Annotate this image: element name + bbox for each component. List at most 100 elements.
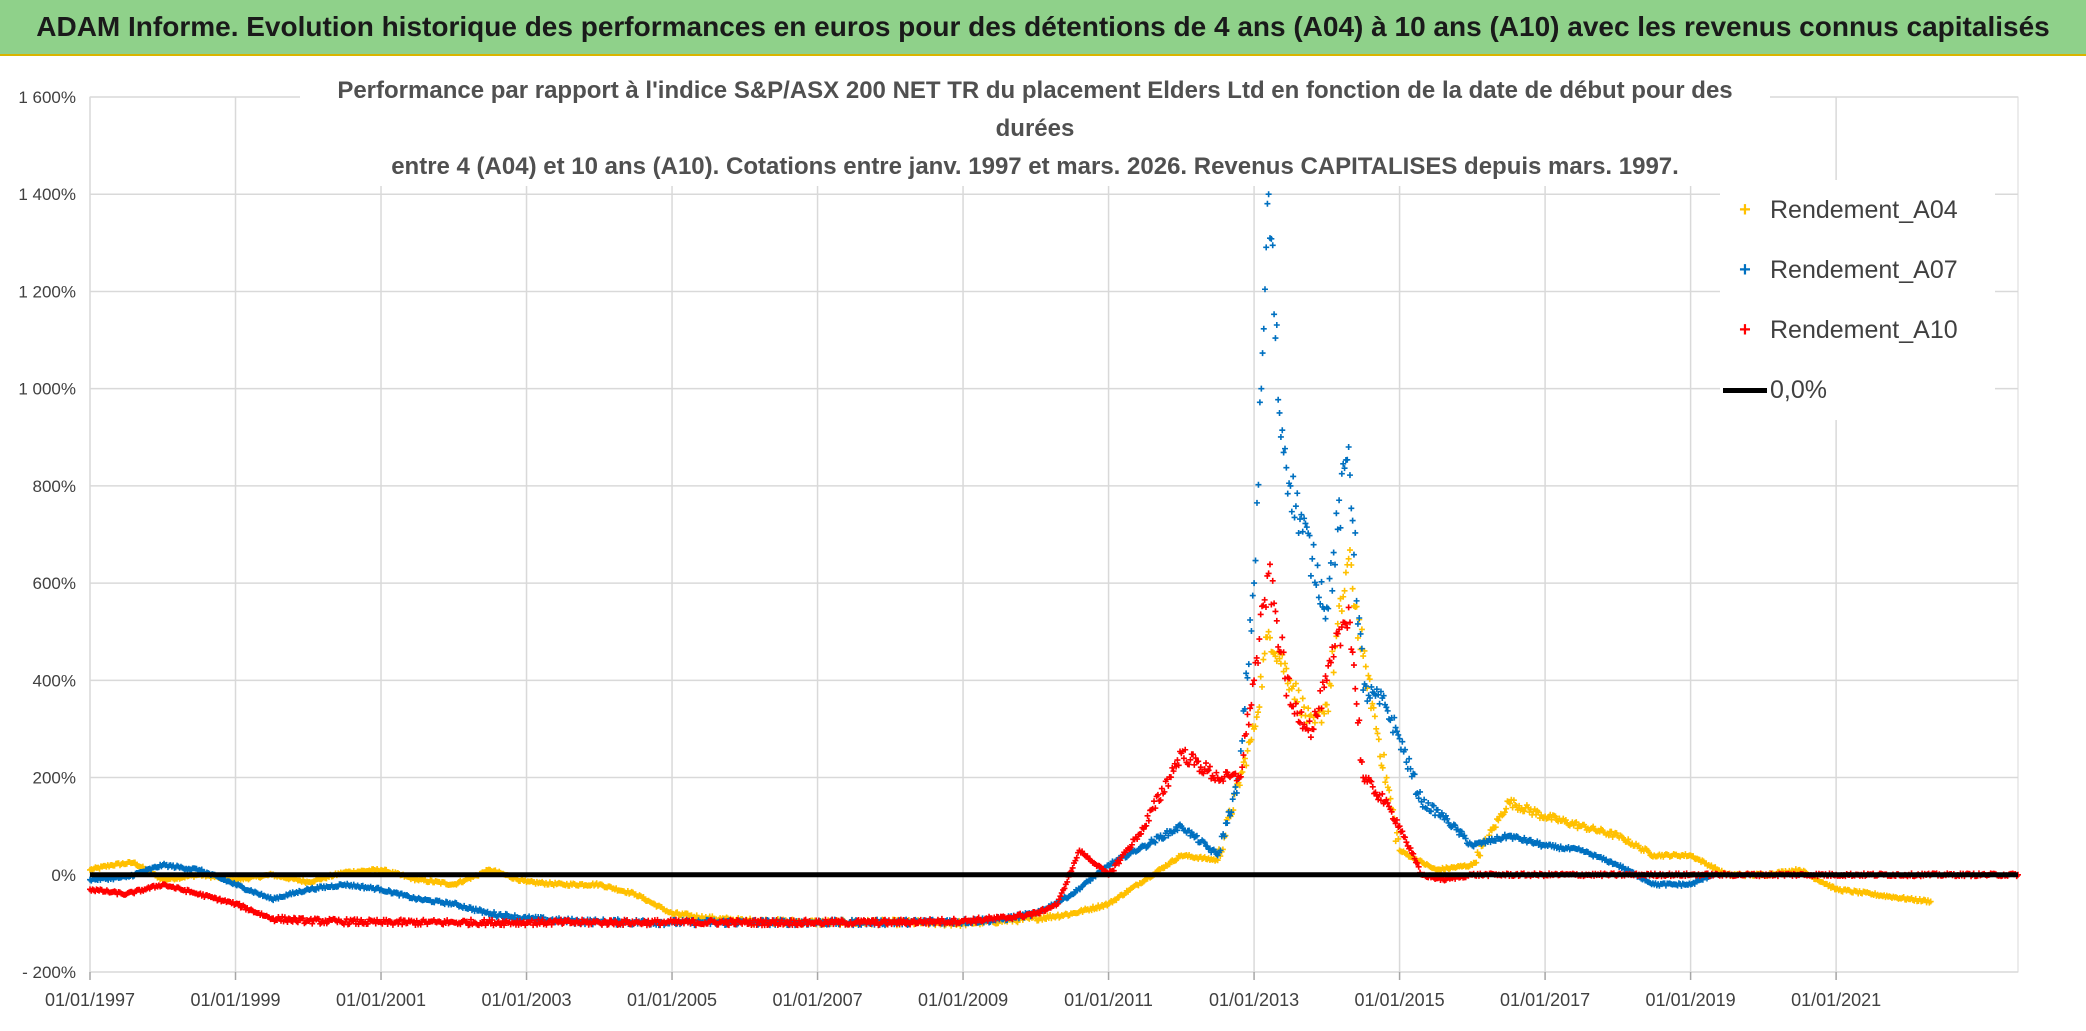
data-point-marker [358,916,365,923]
data-point-marker [1272,653,1279,660]
data-point-marker [1161,834,1168,841]
data-point-marker [1427,808,1434,815]
data-point-marker [1444,815,1451,822]
data-point-marker [1348,505,1355,512]
data-point-marker [1367,694,1374,701]
data-point-marker [1053,902,1060,909]
data-point-marker [1399,738,1406,745]
data-point-marker [1365,672,1372,679]
data-point-marker [501,914,508,921]
data-point-marker [1294,710,1301,717]
data-point-marker [1036,910,1043,917]
data-point-marker [1241,705,1248,712]
data-point-marker [1330,653,1337,660]
data-point-marker [1303,524,1310,531]
data-point-marker [1477,852,1484,859]
data-point-marker [1273,321,1280,328]
data-point-marker [1625,836,1632,843]
data-point-marker [1318,578,1325,585]
data-point-marker [1252,723,1259,730]
data-point-marker [1244,747,1251,754]
data-point-marker [790,917,797,924]
data-point-marker [1503,805,1510,812]
data-point-marker [1458,828,1465,835]
data-point-marker [1228,809,1235,816]
data-point-marker [1174,757,1181,764]
data-point-marker [1301,721,1308,728]
y-tick-label: 1 400% [18,185,76,204]
data-point-marker [1346,619,1353,626]
data-point-marker [1329,587,1336,594]
data-point-marker [1165,832,1172,839]
data-point-marker [885,917,892,924]
data-point-marker [1407,845,1414,852]
data-point-marker [364,920,371,927]
data-point-marker [1386,787,1393,794]
data-point-marker [1341,587,1348,594]
data-point-marker [417,921,424,928]
data-point-marker [1309,555,1316,562]
data-point-marker [1392,724,1399,731]
data-point-marker [624,916,631,923]
data-point-marker [1249,592,1256,599]
data-point-marker [1305,705,1312,712]
legend-item-a10[interactable]: + Rendement_A10 [1720,310,1957,350]
chart-legend[interactable]: + Rendement_A04 + Rendement_A07 + Rendem… [1720,180,1995,420]
data-point-marker [1357,630,1364,637]
data-point-marker [1203,760,1210,767]
data-point-marker [1241,755,1248,762]
data-point-marker [1269,577,1276,584]
data-point-marker [1318,705,1325,712]
data-point-marker [1187,756,1194,763]
data-point-marker [1338,470,1345,477]
data-point-marker [1548,816,1555,823]
data-point-marker [1313,582,1320,588]
legend-item-a04[interactable]: + Rendement_A04 [1720,190,1957,230]
legend-item-a07[interactable]: + Rendement_A07 [1720,250,1957,290]
data-point-marker [1322,615,1329,622]
data-point-marker [1244,711,1251,718]
data-point-marker [1379,764,1386,771]
data-point-marker [605,921,612,928]
data-point-marker [1299,528,1306,535]
y-tick-label: 1 000% [18,380,76,399]
data-point-marker [1402,834,1409,841]
data-point-marker [1410,850,1417,857]
data-point-marker [1352,529,1359,536]
data-point-marker [1345,604,1352,611]
x-tick-label: 01/01/2007 [773,990,863,1010]
data-point-marker [1334,630,1341,637]
y-tick-label: 600% [33,574,76,593]
data-point-marker [1283,665,1290,672]
data-point-marker [1364,698,1371,705]
data-point-marker [1330,549,1337,556]
x-tick-label: 01/01/2009 [918,990,1008,1010]
data-point-marker [1349,517,1356,524]
data-point-marker [1348,646,1355,653]
data-point-marker [1362,663,1369,670]
data-point-marker [1322,701,1329,708]
data-point-marker [565,917,572,924]
data-point-marker [1260,656,1267,663]
chart-title: Performance par rapport à l'indice S&P/A… [300,72,1770,186]
data-point-marker [1372,789,1379,796]
data-point-marker [1279,634,1286,641]
data-point-marker [1266,561,1273,568]
data-point-marker [1280,668,1287,675]
data-point-marker [1306,718,1313,725]
data-point-marker [802,916,809,923]
data-point-marker [1373,686,1380,693]
data-point-marker [1301,515,1308,522]
x-tick-label: 01/01/2021 [1791,990,1881,1010]
data-point-marker [1368,683,1375,690]
data-point-marker [1191,761,1198,768]
data-point-marker [1161,788,1168,795]
data-point-marker [1315,594,1322,601]
data-point-marker [1291,514,1298,521]
data-point-marker [1350,662,1357,669]
data-point-marker [1259,350,1266,357]
data-point-marker [1115,860,1122,867]
legend-item-zero[interactable]: 0,0% [1720,370,1827,410]
data-point-marker [1353,597,1360,604]
data-point-marker [1280,449,1287,456]
